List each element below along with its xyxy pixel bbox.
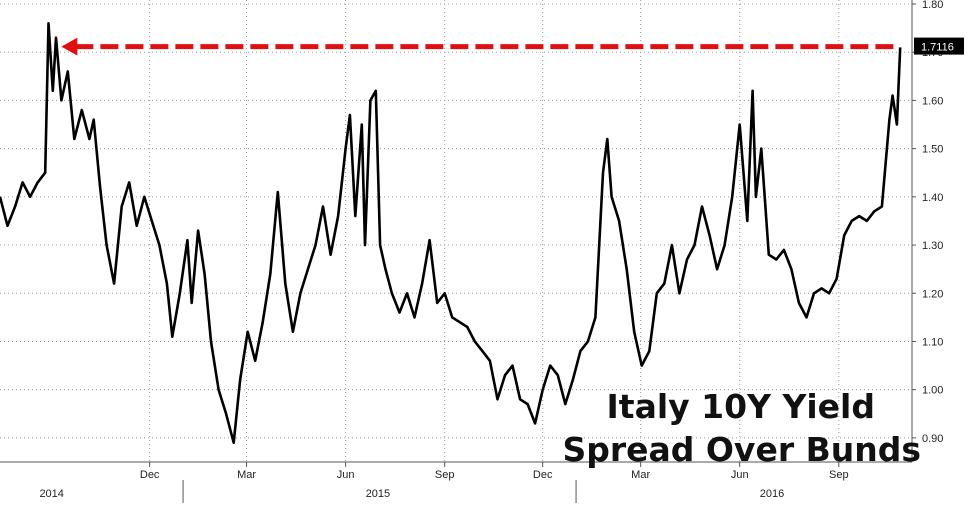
y-tick-label: 1.50 [922, 144, 943, 156]
x-year-label: 2016 [760, 488, 784, 500]
y-tick-label: 1.00 [922, 385, 943, 397]
series-line [0, 22, 902, 444]
x-month-label: Dec [533, 469, 553, 481]
horizontal-gridlines [0, 3, 912, 439]
y-tick-label: 1.80 [922, 0, 943, 11]
last-value-box [914, 37, 964, 55]
x-month-label: Mar [631, 469, 650, 481]
x-year-label: 2015 [366, 488, 390, 500]
y-tick-label: 1.10 [922, 336, 943, 348]
y-tick-label: 1.40 [922, 192, 943, 204]
last-value-text: 1.7116 [921, 42, 954, 54]
x-year-label: 2014 [39, 488, 63, 500]
reference-arrowhead [61, 37, 78, 56]
y-tick-label: 1.60 [922, 95, 943, 107]
x-month-label: Sep [829, 469, 849, 481]
y-tick-label: 1.20 [922, 288, 943, 300]
x-month-label: Dec [140, 469, 160, 481]
x-month-label: Sep [435, 469, 455, 481]
annotation-line-1: Italy 10Y Yield [607, 387, 875, 426]
axes [0, 0, 913, 463]
y-axis-ticks: 0.901.001.101.201.301.401.501.601.701.80 [912, 0, 943, 445]
x-month-label: Jun [731, 469, 749, 481]
x-month-label: Jun [337, 469, 355, 481]
y-tick-label: 1.30 [922, 240, 943, 252]
y-tick-label: 0.90 [922, 433, 943, 445]
reference-line-group [61, 37, 901, 56]
last-value-label: 1.7116 [914, 37, 964, 55]
vertical-gridlines [149, 0, 840, 462]
x-month-label: Mar [237, 469, 256, 481]
x-axis-ticks: Dec Mar Jun Sep Dec Mar Jun Sep 2014 2015 2016 [39, 462, 849, 503]
annotation-line-2: Spread Over Bunds [562, 430, 921, 469]
chart-annotation: Italy 10Y Yield Spread Over Bunds [562, 387, 921, 469]
